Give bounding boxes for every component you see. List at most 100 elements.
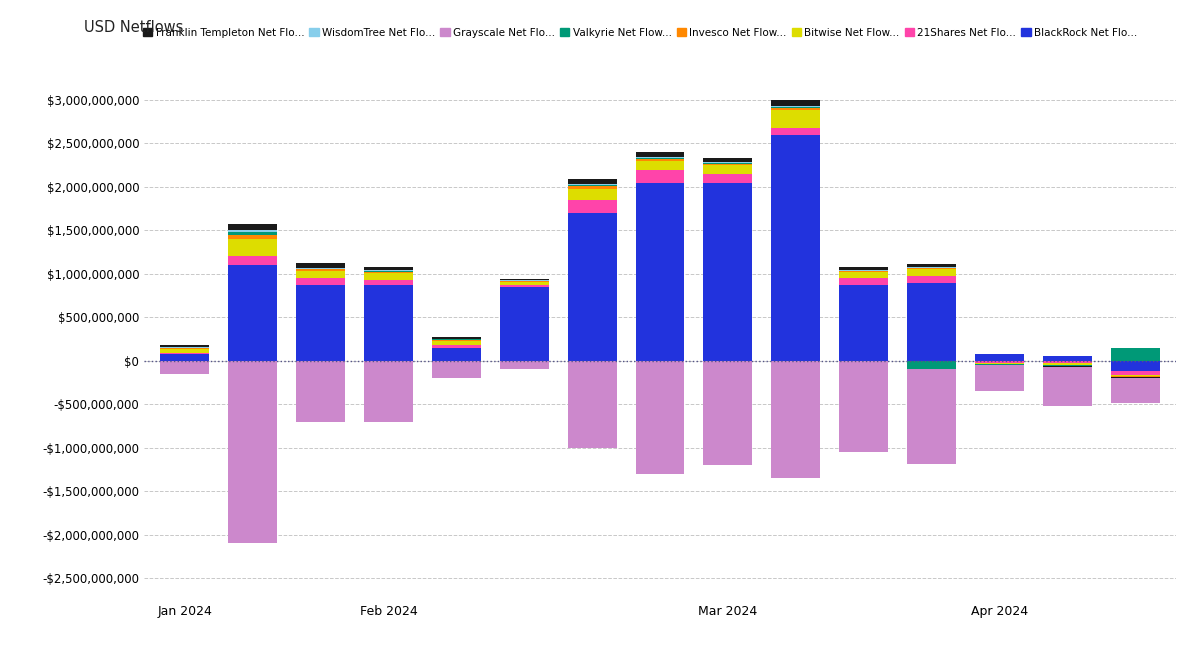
Bar bbox=[772, 361, 821, 478]
Bar bbox=[703, 361, 752, 465]
Bar bbox=[976, 365, 1024, 391]
Bar bbox=[432, 361, 481, 378]
Bar bbox=[432, 345, 481, 348]
Bar bbox=[432, 341, 481, 345]
Bar bbox=[703, 158, 752, 162]
Bar bbox=[703, 164, 752, 165]
Bar bbox=[568, 213, 617, 361]
Bar bbox=[568, 179, 617, 184]
Bar bbox=[907, 276, 956, 282]
Bar bbox=[568, 186, 617, 188]
Bar bbox=[1043, 366, 1092, 406]
Bar bbox=[772, 108, 821, 110]
Bar bbox=[703, 174, 752, 183]
Bar bbox=[703, 163, 752, 164]
Bar bbox=[364, 361, 413, 422]
Bar bbox=[228, 230, 277, 232]
Bar bbox=[907, 269, 956, 276]
Bar bbox=[228, 224, 277, 230]
Bar bbox=[839, 267, 888, 270]
Bar bbox=[636, 161, 684, 170]
Bar bbox=[907, 268, 956, 269]
Bar bbox=[1111, 361, 1159, 371]
Bar bbox=[161, 345, 209, 348]
Bar bbox=[907, 264, 956, 267]
Bar bbox=[907, 267, 956, 268]
Bar bbox=[364, 280, 413, 285]
Bar bbox=[1111, 371, 1159, 375]
Bar bbox=[568, 185, 617, 186]
Bar bbox=[772, 128, 821, 135]
Bar bbox=[568, 188, 617, 200]
Bar bbox=[1043, 361, 1092, 363]
Bar bbox=[161, 361, 209, 374]
Bar bbox=[839, 278, 888, 285]
Bar bbox=[839, 271, 888, 272]
Bar bbox=[636, 157, 684, 158]
Bar bbox=[499, 279, 548, 280]
Bar bbox=[636, 158, 684, 159]
Bar bbox=[296, 361, 344, 422]
Bar bbox=[296, 271, 344, 278]
Bar bbox=[432, 340, 481, 341]
Bar bbox=[636, 183, 684, 361]
Bar bbox=[907, 368, 956, 464]
Bar bbox=[568, 200, 617, 213]
Bar bbox=[1111, 378, 1159, 402]
Bar bbox=[839, 270, 888, 271]
Bar bbox=[772, 135, 821, 361]
Bar bbox=[772, 106, 821, 107]
Bar bbox=[568, 184, 617, 185]
Bar bbox=[432, 348, 481, 361]
Bar bbox=[636, 361, 684, 474]
Bar bbox=[228, 265, 277, 361]
Bar bbox=[703, 183, 752, 361]
Bar bbox=[568, 361, 617, 448]
Bar bbox=[296, 268, 344, 269]
Bar bbox=[364, 270, 413, 271]
Bar bbox=[499, 282, 548, 285]
Bar bbox=[161, 354, 209, 361]
Bar bbox=[499, 285, 548, 287]
Bar bbox=[161, 353, 209, 354]
Bar bbox=[364, 271, 413, 272]
Bar bbox=[296, 263, 344, 268]
Bar bbox=[839, 272, 888, 278]
Bar bbox=[703, 165, 752, 174]
Bar bbox=[636, 159, 684, 161]
Bar bbox=[907, 361, 956, 368]
Bar bbox=[296, 269, 344, 271]
Bar bbox=[839, 361, 888, 452]
Legend: Franklin Templeton Net Flo..., WisdomTree Net Flo..., Grayscale Net Flo..., Valk: Franklin Templeton Net Flo..., WisdomTre… bbox=[139, 23, 1141, 42]
Bar bbox=[499, 361, 548, 370]
Bar bbox=[772, 107, 821, 108]
Bar bbox=[1043, 357, 1092, 361]
Bar bbox=[296, 285, 344, 361]
Bar bbox=[364, 285, 413, 361]
Bar bbox=[772, 100, 821, 106]
Bar bbox=[228, 361, 277, 543]
Bar bbox=[1111, 375, 1159, 376]
Bar bbox=[228, 235, 277, 239]
Bar bbox=[228, 239, 277, 256]
Bar bbox=[839, 285, 888, 361]
Bar bbox=[364, 272, 413, 273]
Bar bbox=[976, 363, 1024, 364]
Bar bbox=[499, 287, 548, 361]
Bar bbox=[364, 267, 413, 270]
Bar bbox=[1111, 348, 1159, 361]
Bar bbox=[636, 170, 684, 183]
Bar bbox=[772, 110, 821, 128]
Bar bbox=[976, 361, 1024, 363]
Bar bbox=[228, 232, 277, 235]
Text: USD Netflows: USD Netflows bbox=[84, 20, 184, 35]
Bar bbox=[1043, 363, 1092, 364]
Bar bbox=[703, 162, 752, 163]
Bar bbox=[499, 281, 548, 282]
Bar bbox=[161, 349, 209, 353]
Bar bbox=[636, 152, 684, 157]
Bar bbox=[364, 273, 413, 280]
Bar bbox=[907, 282, 956, 361]
Bar bbox=[228, 256, 277, 265]
Bar bbox=[432, 337, 481, 339]
